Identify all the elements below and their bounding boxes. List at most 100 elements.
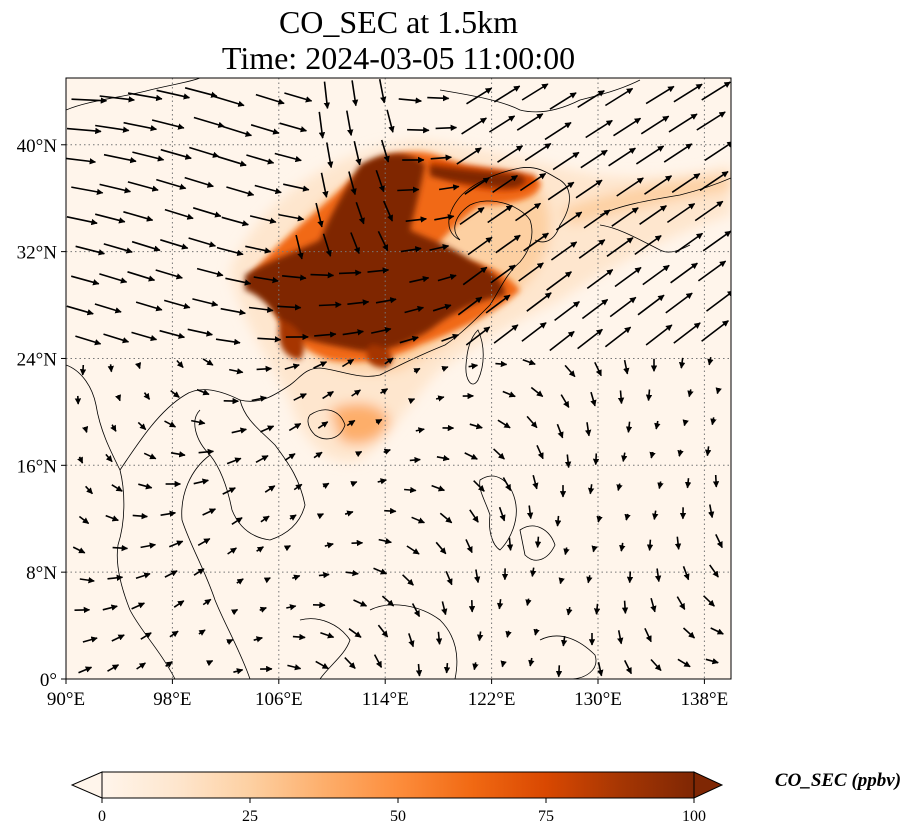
- wind-arrow: [373, 567, 388, 575]
- wind-arrow: [95, 124, 130, 133]
- wind-arrow: [216, 246, 244, 257]
- wind-arrow: [326, 142, 334, 169]
- wind-arrow: [131, 331, 158, 342]
- wind-arrow: [703, 595, 715, 607]
- wind-arrow: [351, 80, 359, 107]
- wind-arrow: [315, 660, 329, 670]
- wind-arrow: [347, 299, 370, 306]
- wind-arrow: [619, 542, 626, 552]
- wind-arrow: [710, 417, 717, 426]
- wind-arrow: [254, 184, 282, 195]
- wind-arrow: [170, 389, 180, 399]
- wind-arrow: [577, 90, 605, 108]
- wind-arrow: [151, 119, 185, 130]
- wind-arrow: [431, 484, 445, 492]
- map-subtitle-time: Time: 2024-03-05 11:00:00: [221, 40, 576, 76]
- wind-arrow: [222, 125, 253, 137]
- wind-arrow: [283, 183, 310, 192]
- wind-arrow: [380, 388, 389, 395]
- wind-arrow: [221, 216, 249, 227]
- wind-arrow: [583, 209, 611, 229]
- wind-arrow: [708, 504, 715, 519]
- map-frame: [65, 77, 732, 680]
- wind-arrow: [710, 627, 724, 635]
- wind-arrow: [564, 364, 576, 378]
- wind-arrow: [435, 395, 445, 402]
- wind-arrow: [586, 268, 614, 290]
- wind-arrow: [131, 602, 145, 610]
- wind-arrow: [415, 663, 423, 677]
- wind-arrow: [173, 600, 185, 608]
- wind-arrow: [592, 453, 600, 466]
- wind-arrow: [78, 666, 93, 674]
- wind-arrow: [533, 628, 540, 636]
- wind-arrow: [66, 305, 94, 316]
- wind-arrow: [105, 453, 113, 463]
- wind-arrow: [530, 386, 544, 398]
- wind-arrow: [611, 207, 639, 227]
- wind-arrow: [472, 662, 479, 671]
- wind-arrow: [496, 599, 504, 610]
- wind-arrow: [382, 200, 394, 222]
- wind-arrow: [245, 245, 272, 254]
- wind-arrow: [682, 566, 690, 581]
- wind-arrow: [645, 389, 653, 402]
- wind-arrow: [292, 633, 306, 641]
- wind-arrow: [188, 237, 217, 248]
- wind-arrow: [654, 420, 661, 430]
- wind-arrow: [355, 450, 363, 458]
- wind-arrow: [495, 360, 508, 368]
- wind-arrow: [577, 328, 603, 350]
- wind-arrow: [430, 154, 452, 161]
- wind-arrow: [549, 330, 575, 352]
- wind-arrow: [626, 571, 634, 584]
- wind-arrow: [320, 172, 329, 198]
- wind-arrow: [437, 273, 457, 282]
- wind-arrow: [259, 606, 267, 613]
- wind-arrow: [226, 457, 242, 465]
- wind-arrow: [578, 239, 606, 259]
- wind-arrow: [213, 95, 245, 107]
- wind-arrow: [634, 234, 662, 256]
- wind-arrow: [505, 630, 512, 638]
- wind-arrow: [260, 515, 270, 523]
- wind-arrow: [435, 631, 443, 645]
- wind-arrow: [434, 214, 455, 221]
- wind-arrow: [707, 357, 714, 366]
- wind-arrow: [79, 577, 95, 584]
- wind-arrow: [156, 178, 187, 190]
- wind-arrow: [143, 392, 151, 400]
- wind-arrow: [497, 145, 524, 163]
- wind-arrow: [94, 303, 122, 314]
- wind-arrow: [398, 97, 422, 104]
- lon-tick-label: 122°E: [468, 689, 516, 710]
- wind-arrow: [192, 207, 222, 218]
- wind-arrow: [278, 213, 305, 222]
- wind-arrow: [581, 298, 609, 320]
- wind-arrow: [407, 126, 430, 134]
- wind-arrow: [516, 113, 544, 131]
- wind-arrow: [256, 546, 264, 553]
- wind-arrow: [202, 508, 216, 516]
- wind-arrow: [547, 181, 575, 201]
- wind-arrow: [246, 154, 275, 165]
- wind-arrow: [164, 570, 178, 578]
- wind-arrow: [127, 181, 159, 192]
- wind-arrow: [160, 510, 177, 517]
- colorbar-tick-label: 100: [682, 808, 706, 825]
- wind-arrow: [665, 292, 693, 314]
- wind-arrow: [378, 538, 392, 545]
- wind-arrow: [616, 483, 623, 492]
- wind-arrow: [500, 660, 507, 668]
- wind-arrow: [110, 424, 117, 432]
- wind-arrow: [310, 272, 335, 279]
- wind-arrow: [169, 630, 179, 638]
- wind-arrow: [135, 572, 151, 580]
- wind-arrow: [75, 335, 102, 346]
- wind-arrow: [99, 183, 132, 194]
- wind-arrow: [77, 456, 84, 464]
- wind-arrow: [314, 331, 337, 338]
- wind-arrow: [443, 663, 451, 674]
- wind-arrow: [159, 329, 186, 339]
- colorbar-gradient: [101, 771, 695, 799]
